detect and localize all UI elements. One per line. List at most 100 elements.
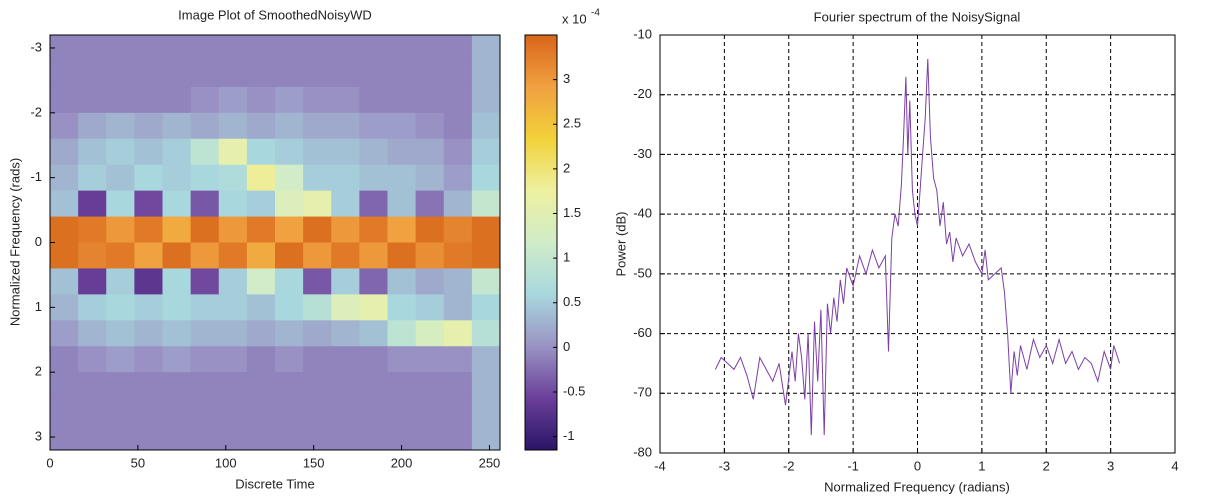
heatmap-cell [190,216,220,243]
heatmap-cell [246,294,276,321]
heatmap-cell [246,242,276,269]
heatmap-cell [387,294,417,321]
colorbar-tick-label: 2 [563,160,570,175]
x-tick-label: 4 [1171,458,1178,473]
heatmap-cell [218,112,248,140]
heatmap-cell [78,294,107,321]
heatmap-cell [78,86,107,114]
heatmap-cell [303,164,332,192]
heatmap-cell [275,164,304,192]
heatmap-cell [50,346,79,373]
heatmap-cell [331,398,360,425]
heatmap-cell [106,216,135,243]
heatmap-cell [387,86,417,114]
y-tick-label: -30 [633,146,652,161]
y-tick-label: -3 [30,39,42,54]
heatmap-cell [218,268,248,295]
heatmap-cell [190,60,220,88]
heatmap-cell [134,242,163,269]
heatmap-cell [134,346,163,373]
heatmap-cell [190,190,220,218]
heatmap-cell [275,294,304,321]
heatmap-cell [162,398,192,425]
heatmap-cell [415,86,445,114]
heatmap-cell [443,138,473,166]
heatmap-cell [275,86,304,114]
spectrum-line [714,58,1121,436]
y-tick-label: -10 [633,26,652,41]
heatmap-cell [415,320,445,347]
x-tick-label: -3 [719,458,731,473]
heatmap-cell [275,60,304,88]
heatmap-cell [106,294,135,321]
heatmap-cell [331,320,360,347]
heatmap-cell [50,216,79,243]
heatmap-cell [50,60,79,88]
colorbar-tick-label: 3 [563,71,570,86]
heatmap-cell [387,268,417,295]
heatmap-cell [162,268,192,295]
heatmap-cell [359,86,388,114]
x-tick-label: 0 [914,458,921,473]
heatmap-cell [50,268,79,295]
chart-title: Image Plot of SmoothedNoisyWD [178,7,372,22]
heatmap-cell [190,346,220,373]
heatmap-cell [471,424,501,451]
heatmap-cell [415,268,445,295]
x-axis-label: Discrete Time [235,476,314,491]
heatmap-cell [190,294,220,321]
heatmap-cell [106,60,135,88]
heatmap-cell [359,138,388,166]
heatmap-cell [415,216,445,243]
colorbar-tick-label: -0.5 [563,383,585,398]
heatmap-cell [331,112,360,140]
colorbar-tick-label: 1.5 [563,205,581,220]
heatmap-cell [134,112,163,140]
heatmap-cell [415,372,445,399]
heatmap-cell [359,164,388,192]
heatmap-cell [359,320,388,347]
heatmap-cell [443,86,473,114]
heatmap-cell [443,320,473,347]
heatmap-cell [78,372,107,399]
colorbar-tick-label: 0 [563,339,570,354]
heatmap-cell [134,190,163,218]
heatmap-cell [443,424,473,451]
heatmap-cell [359,112,388,140]
heatmap-cell [106,346,135,373]
heatmap-cell [190,164,220,192]
heatmap-cell [78,35,107,62]
heatmap-cell [471,242,501,269]
heatmap-cell [471,35,501,62]
x-tick-label: 3 [1107,458,1114,473]
heatmap-cell [106,424,135,451]
heatmap-cell [303,60,332,88]
heatmap-cell [387,242,417,269]
heatmap-cell [106,268,135,295]
colorbar-tick-label: 0.5 [563,294,581,309]
heatmap-cell [303,346,332,373]
y-axis-label: Power (dB) [613,211,628,276]
heatmap-cell [415,294,445,321]
heatmap-cell [331,164,360,192]
heatmap-cell [387,346,417,373]
y-axis-label: Normalized Frequency (rads) [7,158,22,326]
heatmap-cell [471,60,501,88]
heatmap-cell [218,320,248,347]
heatmap-cell [246,424,276,451]
heatmap-cell [275,138,304,166]
heatmap-cell [331,86,360,114]
heatmap-cell [387,216,417,243]
colorbar-label: x 10 [562,11,587,26]
heatmap-cell [443,242,473,269]
heatmap-cell [134,60,163,88]
heatmap-cell [218,190,248,218]
heatmap-cell [387,35,417,62]
heatmap-cell [387,320,417,347]
heatmap-cell [218,346,248,373]
heatmap-cell [246,60,276,88]
heatmap-cell [106,190,135,218]
heatmap-cell [78,320,107,347]
heatmap-cell [359,35,388,62]
